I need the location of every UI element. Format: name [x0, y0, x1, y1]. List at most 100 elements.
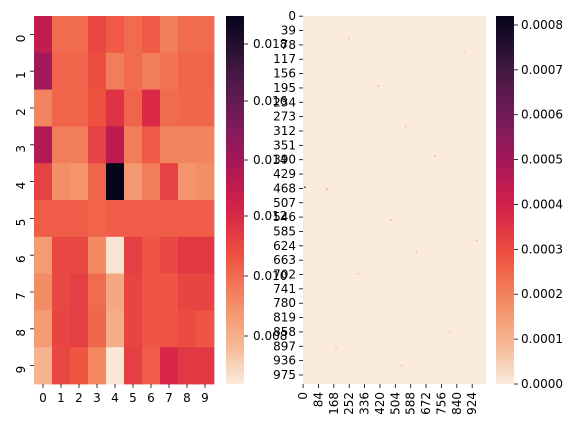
y-tick-label: 780 [273, 296, 296, 310]
y-tick-label: 975 [273, 368, 296, 382]
heatmap-cell [88, 126, 107, 164]
colorbar-tick-label: 0.008 [253, 329, 287, 343]
heatmap-cell [70, 347, 89, 385]
heatmap-cell [196, 236, 215, 274]
colorbar-gradient [496, 16, 514, 384]
heatmap-background [303, 16, 486, 384]
heatmap-point [304, 186, 306, 188]
heatmap-cell [160, 347, 179, 385]
heatmap-cell [160, 236, 179, 274]
heatmap-cell [34, 310, 53, 348]
colorbar-tick-label: 0.016 [253, 94, 287, 108]
colorbar-tick-label: 0.0006 [521, 108, 563, 122]
heatmap-cell [106, 236, 125, 274]
x-tick-label: 924 [465, 392, 479, 415]
x-tick-label: 336 [358, 392, 372, 415]
heatmap-cell [124, 347, 143, 385]
y-tick-label: 0 [14, 35, 28, 43]
heatmap-cell [88, 347, 107, 385]
heatmap-cell [52, 310, 71, 348]
y-tick-label: 312 [273, 124, 296, 138]
heatmap-cell [70, 200, 89, 238]
heatmap-cell [34, 200, 53, 238]
heatmap-cell [142, 236, 161, 274]
heatmap-cell [142, 126, 161, 164]
heatmap-cell [52, 52, 71, 90]
colorbar-tick-label: 0.0001 [521, 332, 563, 346]
colorbar-tick-label: 0.0003 [521, 242, 563, 256]
heatmap-cell [142, 16, 161, 54]
heatmap-cell [178, 310, 197, 348]
y-tick-label: 858 [273, 325, 296, 339]
x-tick-label: 588 [404, 392, 418, 415]
y-tick-label: 9 [14, 366, 28, 374]
heatmap-point [476, 239, 478, 242]
y-tick-label: 234 [273, 95, 296, 109]
heatmap-cell [70, 89, 89, 127]
heatmap-cell [124, 16, 143, 54]
heatmap-cell [178, 163, 197, 201]
y-tick-label: 1 [14, 71, 28, 79]
heatmap-cell [34, 163, 53, 201]
heatmap-cell [106, 310, 125, 348]
heatmap-cell [142, 163, 161, 201]
heatmap-cell [70, 310, 89, 348]
heatmap-cell [34, 52, 53, 90]
y-tick-label: 195 [273, 81, 296, 95]
colorbar-gradient [226, 16, 244, 384]
x-tick-label: 168 [327, 392, 341, 415]
x-tick-label: 2 [75, 391, 83, 405]
x-tick-label: 7 [165, 391, 173, 405]
heatmap-cell [178, 273, 197, 311]
y-tick-label: 819 [273, 311, 296, 325]
y-tick-label: 351 [273, 138, 296, 152]
x-tick-label: 8 [183, 391, 191, 405]
heatmap-cell [70, 126, 89, 164]
heatmap-cell [88, 200, 107, 238]
x-tick-label: 6 [147, 391, 155, 405]
y-tick-label: 5 [14, 219, 28, 227]
x-tick-label: 420 [373, 392, 387, 415]
heatmap-cell [142, 310, 161, 348]
y-tick-label: 2 [14, 108, 28, 116]
heatmap-point [404, 125, 407, 128]
heatmap-cell [70, 16, 89, 54]
heatmap-point [357, 273, 359, 275]
heatmap-cell [70, 52, 89, 90]
colorbar-tick-label: 0.014 [253, 153, 287, 167]
heatmap-point [434, 155, 436, 157]
colorbar-tick-label: 0.0007 [521, 63, 563, 77]
heatmap-point [377, 85, 379, 87]
heatmap-cell [52, 126, 71, 164]
heatmap-cell [34, 89, 53, 127]
heatmap-cell [106, 200, 125, 238]
y-tick-label: 4 [14, 182, 28, 190]
heatmap-cell [196, 310, 215, 348]
heatmap-cell [52, 347, 71, 385]
x-tick-label: 252 [342, 392, 356, 415]
heatmap-cell [52, 163, 71, 201]
heatmap-cell [196, 52, 215, 90]
heatmap-cell [106, 16, 125, 54]
heatmap-point [326, 188, 328, 190]
x-tick-label: 756 [434, 392, 448, 415]
x-tick-label: 3 [93, 391, 101, 405]
colorbar-tick-label: 0.0008 [521, 18, 563, 32]
colorbar-tick-label: 0.018 [253, 37, 287, 51]
heatmap-cell [178, 52, 197, 90]
heatmap-cell [124, 273, 143, 311]
heatmap-cell [124, 310, 143, 348]
heatmap-cell [124, 126, 143, 164]
x-tick-label: 84 [311, 392, 325, 407]
heatmap-cell [34, 236, 53, 274]
heatmap-cell [124, 200, 143, 238]
y-tick-label: 78 [281, 38, 296, 52]
heatmap-cell [88, 310, 107, 348]
x-tick-label: 672 [419, 392, 433, 415]
y-tick-label: 8 [14, 329, 28, 337]
heatmap-cell [52, 89, 71, 127]
y-tick-label: 507 [273, 196, 296, 210]
x-tick-label: 5 [129, 391, 137, 405]
heatmap-cell [124, 236, 143, 274]
